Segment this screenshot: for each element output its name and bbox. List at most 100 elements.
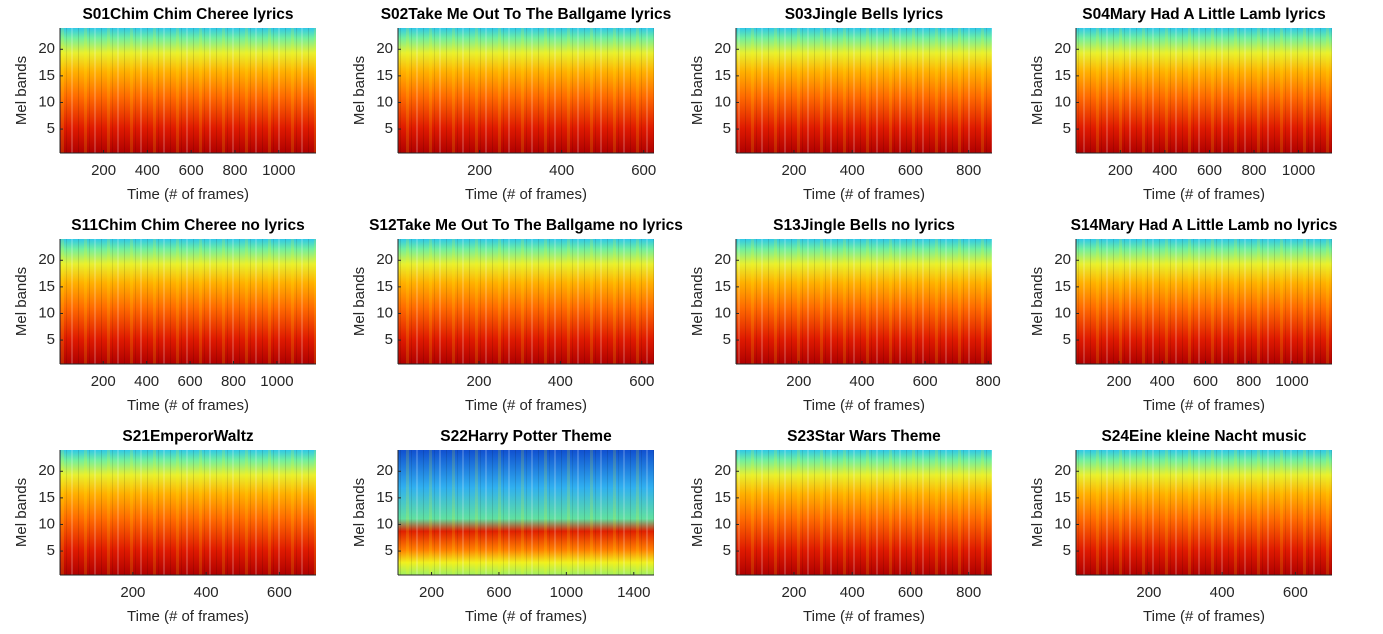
spectrogram-texture (736, 239, 992, 364)
x-tick-label: 400 (135, 162, 160, 179)
y-tick-label: 10 (38, 515, 55, 532)
x-tick-label: 400 (549, 162, 574, 179)
panel: 5 10 15 20 200 400 600 S24Eine kleine Nacht mus… (1029, 428, 1332, 625)
panel: 5 10 15 20 200 400 600 800 S23Star Wars Theme Tim… (689, 428, 992, 625)
y-tick-label: 20 (376, 40, 393, 57)
chart-title: S03Jingle Bells lyrics (785, 6, 944, 23)
y-tick-label: 15 (1054, 278, 1071, 295)
panel: 5 10 15 20 200 400 600 S02Take Me Out To The Ba… (351, 6, 671, 203)
x-axis-label: Time (# of frames) (127, 608, 249, 625)
y-tick-label: 15 (38, 67, 55, 84)
y-tick-label: 20 (1054, 40, 1071, 57)
x-tick-label: 600 (486, 584, 511, 601)
chart-title: S21EmperorWaltz (122, 428, 253, 445)
x-tick-label: 400 (194, 584, 219, 601)
x-tick-label: 600 (178, 373, 203, 390)
chart-title: S14Mary Had A Little Lamb no lyrics (1071, 217, 1338, 234)
x-tick-label: 800 (976, 373, 1001, 390)
chart-title: S24Eine kleine Nacht music (1101, 428, 1306, 445)
x-axis-label: Time (# of frames) (803, 186, 925, 203)
y-axis-label: Mel bands (13, 267, 30, 336)
x-tick-label: 400 (840, 584, 865, 601)
y-axis-label: Mel bands (689, 267, 706, 336)
y-tick-label: 15 (38, 489, 55, 506)
x-tick-label: 600 (913, 373, 938, 390)
x-tick-label: 400 (1150, 373, 1175, 390)
y-tick-label: 5 (385, 542, 393, 559)
panel: 5 10 15 20 200 400 600 800 1000 S14Mary Had A Lit… (1029, 217, 1337, 414)
spectrogram-texture (1076, 28, 1332, 153)
y-tick-label: 20 (1054, 251, 1071, 268)
y-tick-label: 20 (376, 462, 393, 479)
y-axis-label: Mel bands (351, 478, 368, 547)
spectrogram-texture (736, 450, 992, 575)
y-tick-label: 5 (385, 120, 393, 137)
panel: 5 10 15 20 200 400 600 S12Take Me Out To The Ba… (351, 217, 683, 414)
x-tick-label: 200 (91, 162, 116, 179)
x-axis-label: Time (# of frames) (1143, 608, 1265, 625)
x-tick-label: 200 (466, 373, 491, 390)
x-tick-label: 1000 (1282, 162, 1315, 179)
x-tick-label: 1000 (1275, 373, 1308, 390)
x-tick-label: 800 (1236, 373, 1261, 390)
x-tick-label: 200 (1136, 584, 1161, 601)
y-axis-label: Mel bands (13, 478, 30, 547)
spectrogram-texture (60, 450, 316, 575)
y-axis-label: Mel bands (1029, 56, 1046, 125)
y-tick-label: 20 (1054, 462, 1071, 479)
x-tick-label: 200 (781, 584, 806, 601)
x-tick-label: 800 (1242, 162, 1267, 179)
chart-title: S12Take Me Out To The Ballgame no lyrics (369, 217, 683, 234)
panel: 5 10 15 20 200 400 600 800 S13Jingle Bells no ly… (689, 217, 1001, 414)
y-tick-label: 5 (723, 120, 731, 137)
y-tick-label: 5 (723, 542, 731, 559)
x-tick-label: 400 (1210, 584, 1235, 601)
spectrogram-texture (398, 28, 654, 153)
chart-title: S01Chim Chim Cheree lyrics (82, 6, 293, 23)
y-tick-label: 10 (376, 93, 393, 110)
y-tick-label: 5 (1063, 331, 1071, 348)
x-tick-label: 600 (898, 162, 923, 179)
x-tick-label: 600 (1197, 162, 1222, 179)
chart-title: S02Take Me Out To The Ballgame lyrics (381, 6, 672, 23)
x-axis-label: Time (# of frames) (803, 608, 925, 625)
chart-title: S11Chim Chim Cheree no lyrics (71, 217, 304, 234)
y-axis-label: Mel bands (1029, 478, 1046, 547)
y-tick-label: 10 (714, 515, 731, 532)
y-tick-label: 5 (47, 331, 55, 348)
y-tick-label: 5 (1063, 542, 1071, 559)
x-tick-label: 1400 (617, 584, 650, 601)
y-tick-label: 10 (38, 93, 55, 110)
x-tick-label: 400 (548, 373, 573, 390)
y-axis-label: Mel bands (351, 267, 368, 336)
x-tick-label: 400 (840, 162, 865, 179)
x-axis-label: Time (# of frames) (465, 608, 587, 625)
y-axis-label: Mel bands (689, 478, 706, 547)
y-tick-label: 10 (1054, 515, 1071, 532)
spectrogram-texture (60, 239, 316, 364)
chart-title: S13Jingle Bells no lyrics (773, 217, 955, 234)
spectrogram-texture (398, 239, 654, 364)
panel: 5 10 15 20 200 400 600 800 1000 S11Chim Chim Cher… (13, 217, 316, 414)
x-axis-label: Time (# of frames) (465, 186, 587, 203)
x-tick-label: 600 (898, 584, 923, 601)
x-tick-label: 600 (629, 373, 654, 390)
x-tick-label: 800 (956, 584, 981, 601)
x-tick-label: 600 (1283, 584, 1308, 601)
y-tick-label: 15 (714, 278, 731, 295)
x-tick-label: 200 (120, 584, 145, 601)
y-tick-label: 20 (714, 462, 731, 479)
x-axis-label: Time (# of frames) (1143, 186, 1265, 203)
x-tick-label: 400 (134, 373, 159, 390)
y-tick-label: 20 (38, 462, 55, 479)
y-axis-label: Mel bands (689, 56, 706, 125)
x-tick-label: 600 (267, 584, 292, 601)
panel: 5 10 15 20 200 400 600 800 S03Jingle Bells lyric… (689, 6, 992, 203)
x-tick-label: 200 (1108, 162, 1133, 179)
x-tick-label: 200 (781, 162, 806, 179)
x-tick-label: 400 (1152, 162, 1177, 179)
y-tick-label: 10 (376, 515, 393, 532)
y-tick-label: 20 (376, 251, 393, 268)
y-tick-label: 15 (714, 67, 731, 84)
